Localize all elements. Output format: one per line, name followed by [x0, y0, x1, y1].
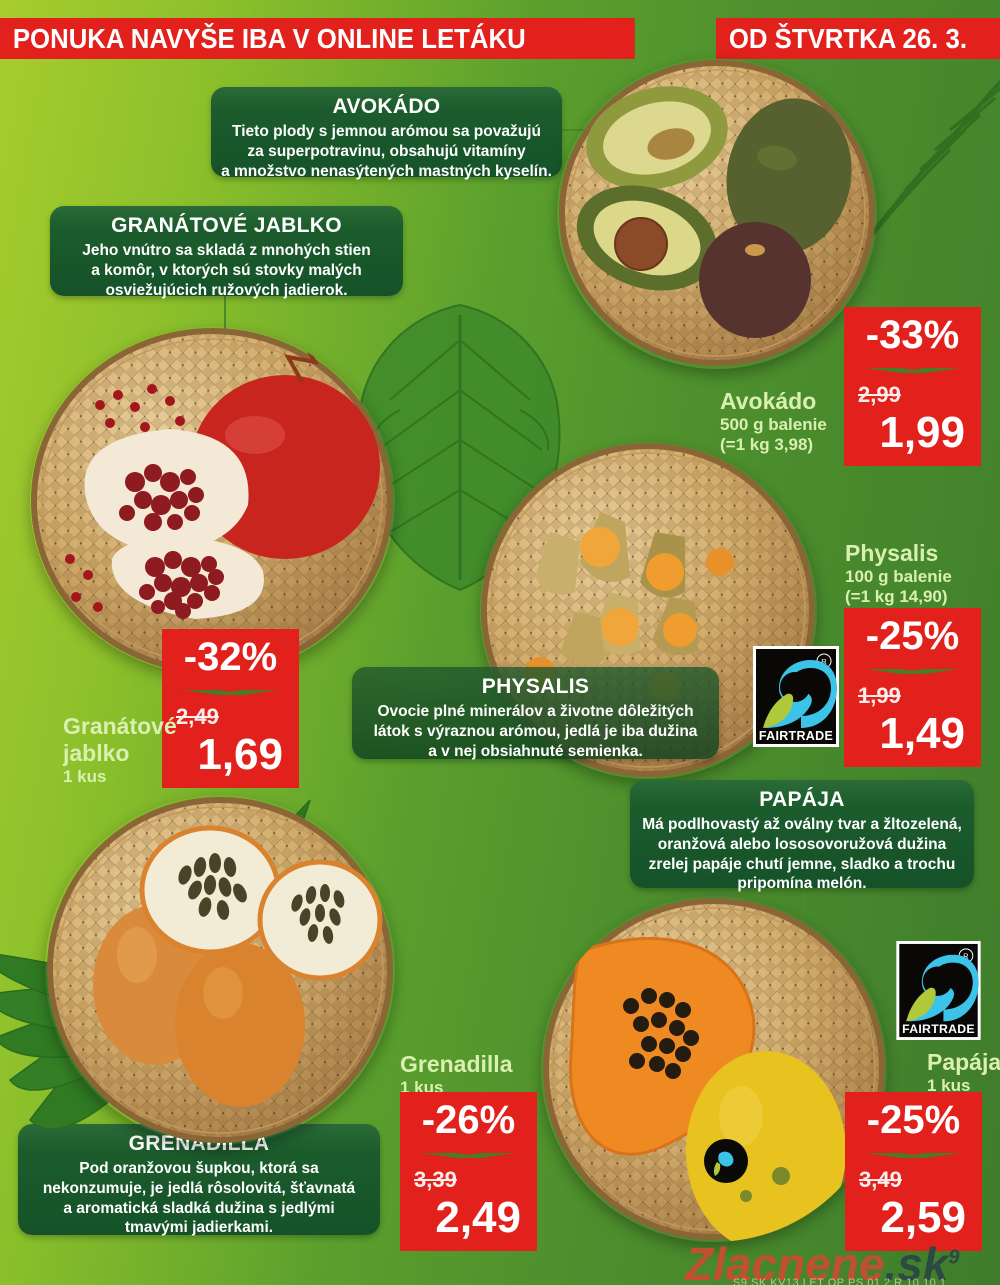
svg-text:FAIRTRADE: FAIRTRADE: [902, 1022, 975, 1036]
svg-text:FAIRTRADE: FAIRTRADE: [759, 729, 833, 743]
